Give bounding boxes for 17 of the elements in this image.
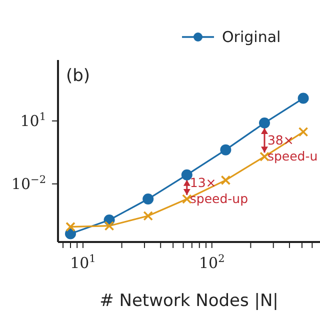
point xyxy=(142,194,154,205)
annotation: (b) xyxy=(66,66,90,86)
point xyxy=(104,220,114,231)
x-axis-title: # Network Nodes |N| xyxy=(100,291,278,311)
point xyxy=(298,92,309,104)
x-tick-label: 10$^{2}$ xyxy=(198,253,225,272)
point xyxy=(220,175,231,186)
y-tick-label: 10$^{−2}$ xyxy=(11,174,46,193)
point xyxy=(258,117,270,128)
point xyxy=(298,126,308,137)
annotation: 38× speed-u xyxy=(267,132,318,164)
point xyxy=(143,210,153,221)
legend-label: Original xyxy=(222,28,281,46)
annotation: 13× speed-up xyxy=(190,175,248,206)
point xyxy=(181,169,192,180)
point xyxy=(220,144,232,156)
point xyxy=(66,222,76,232)
